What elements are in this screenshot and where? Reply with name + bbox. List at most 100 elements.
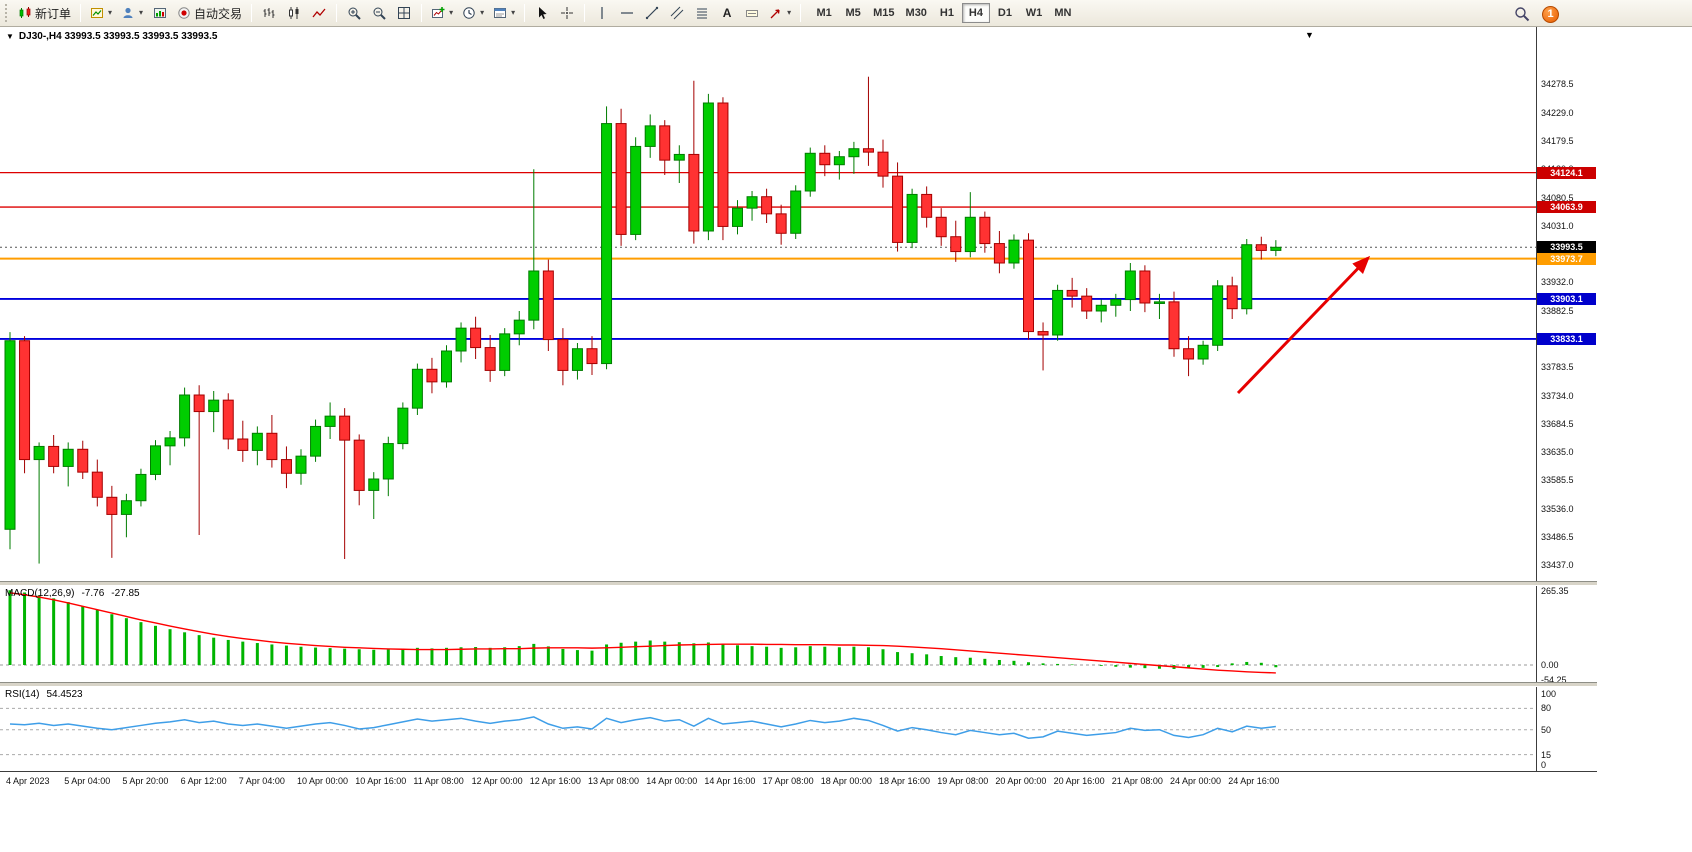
search-button[interactable] [1510,3,1534,25]
timeframe-button-m1[interactable]: M1 [810,3,838,23]
new-chart-button[interactable]: ▾ [86,2,116,24]
text-button[interactable]: A [715,2,739,24]
macd-main-value: -7.76 [81,588,105,599]
timeframe-button-mn[interactable]: MN [1049,3,1077,23]
text-tool-icon: A [722,6,732,20]
time-axis[interactable]: 4 Apr 2023 5 Apr 04:00 5 Apr 20:00 6 Apr 12… [0,771,1597,791]
price-tag: 33973.7 [1537,252,1596,265]
horizontal-level-lines[interactable] [0,172,1536,340]
price-axis-label: 33536.0 [1541,503,1574,514]
label-button[interactable] [740,2,764,24]
price-axis-label: 33486.5 [1541,532,1574,542]
rsi-panel-canvas[interactable] [0,687,1536,771]
periods-button[interactable]: ▾ [458,2,488,24]
rsi-indicator-label: RSI(14) 54.4523 [5,689,83,700]
macd-axis[interactable]: 265.35 0.00 -54.25 [1536,586,1596,685]
arrows-button[interactable]: ▾ [765,2,795,24]
line-chart-button[interactable] [307,2,331,24]
rsi-name: RSI(14) [5,689,40,700]
symbol-label: ▼ DJ30-,H4 33993.5 33993.5 33993.5 33993… [6,31,217,42]
main-chart-canvas[interactable] [0,27,1536,581]
price-axis-label: 33882.5 [1541,305,1574,316]
rsi-axis[interactable]: 100 80 50 15 0 [1536,687,1596,771]
channel-button[interactable] [665,2,689,24]
timeframe-button-h1[interactable]: H1 [933,3,961,23]
time-axis-label: 14 Apr 00:00 [646,776,698,786]
timeframe-button-d1[interactable]: D1 [991,3,1019,23]
timeframe-group: M1 M5 M15 M30 H1 H4 D1 W1 MN [810,3,1077,23]
chart-menu-icon[interactable]: ▼ [6,32,14,41]
zoom-in-button[interactable] [342,2,366,24]
zoom-out-button[interactable] [367,2,391,24]
bar-chart-button[interactable] [257,2,281,24]
trendline-button[interactable] [640,2,664,24]
toolbar-separator [421,4,423,22]
price-tag: 34063.9 [1537,201,1596,214]
terminal-icon [154,8,167,18]
tile-windows-icon [398,7,411,19]
macd-signal-value: -27.85 [111,588,140,599]
timeframe-button-m5[interactable]: M5 [839,3,867,23]
timeframe-button-m15[interactable]: M15 [868,3,899,23]
chart-dropdown-icon[interactable]: ▼ [1305,30,1314,40]
macd-name: MACD(12,26,9) [5,588,75,599]
price-axis-label: 34179.5 [1541,136,1574,146]
indicators-icon [432,7,445,18]
trend-arrow-annotation[interactable] [1236,255,1371,395]
time-axis-label: 21 Apr 08:00 [1111,776,1163,786]
profiles-icon [123,7,133,18]
caret-icon: ▾ [480,8,485,17]
price-axis-label: 34080.5 [1541,192,1574,203]
caret-icon: ▾ [108,8,113,17]
price-axis-label: 34031.0 [1541,220,1574,231]
price-axis[interactable]: 34278.534229.034179.534130.034080.534031… [1536,27,1596,581]
time-axis-label: 18 Apr 16:00 [879,776,931,786]
chart-window[interactable]: ▼ DJ30-,H4 33993.5 33993.5 33993.5 33993… [0,27,1692,852]
tile-windows-button[interactable] [392,2,416,24]
new-order-button[interactable]: 新订单 [14,2,75,24]
macd-signal-line [9,592,1276,674]
toolbar: 新订单 ▾ ▾ 自动交易 [0,0,1692,27]
time-axis-label: 19 Apr 08:00 [937,776,989,786]
toolbar-grip[interactable] [5,4,10,22]
price-axis-label: 34229.0 [1541,107,1574,118]
rsi-axis-label: 0 [1541,760,1547,771]
toolbar-separator [336,4,338,22]
terminal-button[interactable] [148,2,172,24]
indicators-button[interactable]: ▾ [427,2,457,24]
time-axis-label: 4 Apr 2023 [6,776,50,786]
cursor-icon [539,7,547,19]
profiles-button[interactable]: ▾ [117,2,147,24]
vertical-line-button[interactable] [590,2,614,24]
zoom-out-icon [373,7,386,20]
channel-icon [670,6,684,20]
caret-icon: ▾ [139,8,144,17]
rsi-axis-label: 100 [1541,689,1557,700]
autotrading-button[interactable]: 自动交易 [173,2,246,24]
notification-badge[interactable]: 1 [1542,5,1559,23]
panel-divider[interactable] [0,581,1597,586]
macd-panel-canvas[interactable] [0,586,1536,682]
macd-histogram [8,590,1278,670]
timeframe-button-m30[interactable]: M30 [901,3,932,23]
cursor-button[interactable] [530,2,554,24]
timeframe-button-h4[interactable]: H4 [961,3,990,23]
timeframe-button-w1[interactable]: W1 [1020,3,1048,23]
time-axis-label: 17 Apr 08:00 [762,776,814,786]
fibonacci-button[interactable] [690,2,714,24]
macd-indicator-label: MACD(12,26,9) -7.76 -27.85 [5,588,140,599]
macd-axis-label: 265.35 [1541,586,1569,596]
price-axis-label: 33932.0 [1541,277,1574,288]
crosshair-button[interactable] [555,2,579,24]
price-axis-label: 34278.5 [1541,79,1574,90]
price-tag: 33903.1 [1537,292,1596,305]
symbol-ohlc-text: DJ30-,H4 33993.5 33993.5 33993.5 33993.5 [18,31,218,42]
candles [4,76,1282,564]
panel-divider[interactable] [0,682,1597,687]
horizontal-line-button[interactable] [615,2,639,24]
toolbar-separator [80,4,82,22]
templates-button[interactable]: ▾ [489,2,519,24]
time-axis-label: 12 Apr 00:00 [471,776,523,786]
candlestick-chart-button[interactable] [282,2,306,24]
zoom-in-icon [348,7,361,20]
